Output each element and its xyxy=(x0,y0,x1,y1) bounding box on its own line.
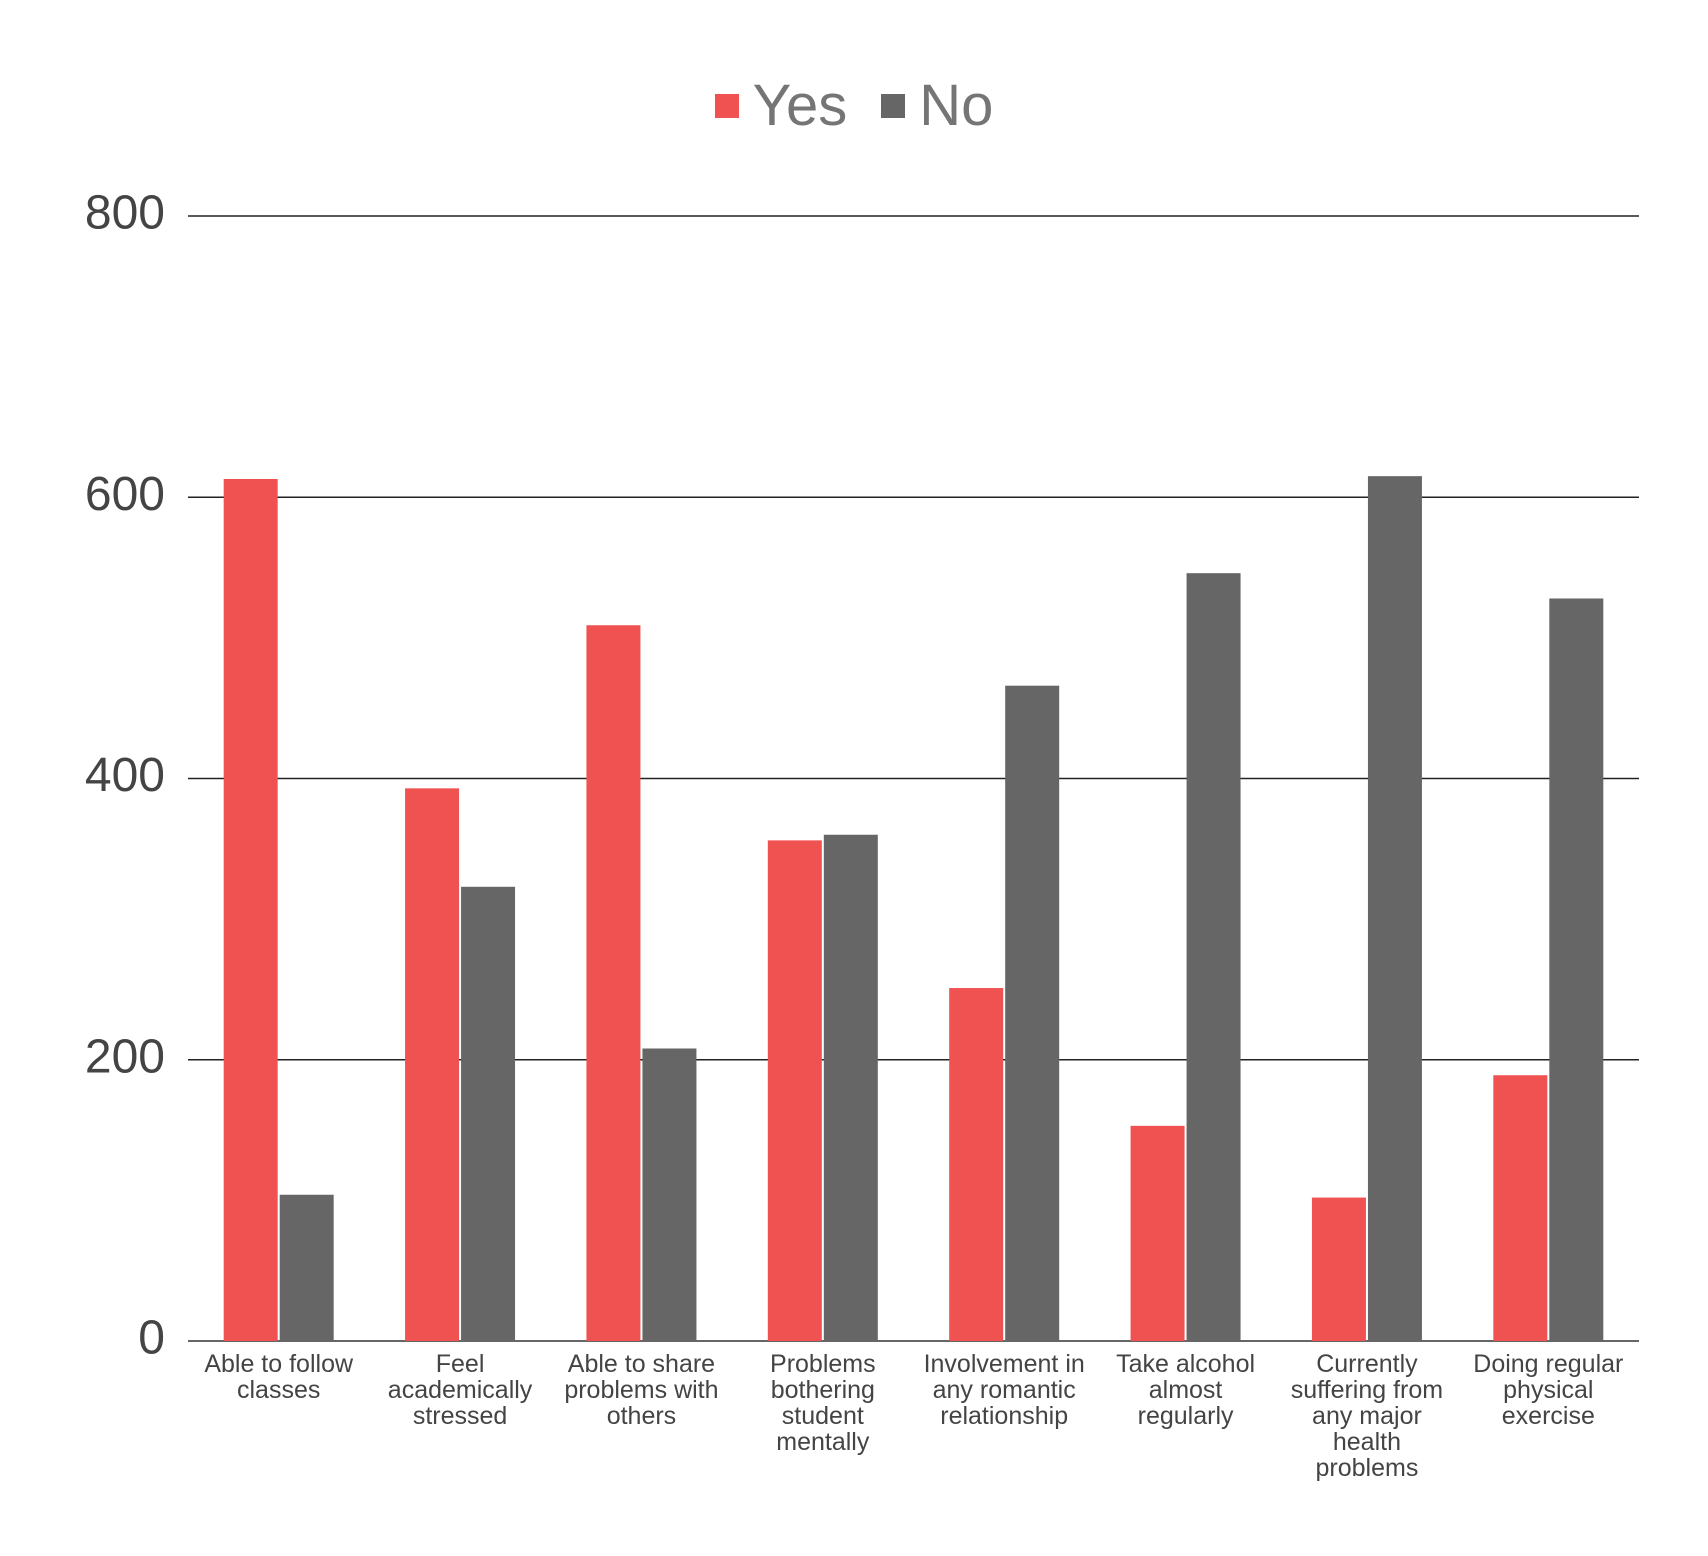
x-tick-label: Doing regular physical exercise xyxy=(1473,1350,1624,1430)
legend: Yes No xyxy=(0,72,1708,139)
bar xyxy=(1130,1125,1185,1341)
y-tick-label: 600 xyxy=(85,468,165,521)
x-tick-label: Involvement in any romantic relationship xyxy=(923,1350,1085,1430)
legend-item: Yes xyxy=(714,72,848,139)
bar xyxy=(1367,476,1422,1341)
x-tick-label: Take alcohol almost regularly xyxy=(1116,1350,1256,1430)
bar xyxy=(949,988,1004,1341)
y-tick-label: 800 xyxy=(85,187,165,240)
bar xyxy=(1186,573,1241,1341)
bar xyxy=(1549,598,1604,1341)
bar xyxy=(1311,1197,1366,1341)
bar xyxy=(461,886,516,1341)
legend-label: No xyxy=(919,73,994,138)
bar xyxy=(767,840,822,1341)
bar xyxy=(279,1194,334,1341)
bar xyxy=(405,788,460,1341)
bar xyxy=(1005,685,1060,1341)
legend-swatch xyxy=(881,93,906,118)
bar xyxy=(823,834,878,1341)
x-tick-label: Currently suffering from any major healt… xyxy=(1290,1350,1444,1482)
legend-item: No xyxy=(881,72,993,139)
bar xyxy=(642,1048,697,1341)
x-tick-label: Able to share problems with others xyxy=(564,1350,719,1430)
y-tick-label: 400 xyxy=(85,749,165,802)
y-tick-label: 200 xyxy=(85,1030,165,1083)
x-tick-label: Problems bothering student mentally xyxy=(770,1350,876,1456)
legend-label: Yes xyxy=(752,73,848,138)
x-tick-label: Able to follow classes xyxy=(204,1350,354,1404)
bar xyxy=(223,478,278,1341)
legend-swatch xyxy=(714,93,739,118)
bar xyxy=(586,625,641,1341)
x-tick-label: Feel academically stressed xyxy=(387,1350,533,1430)
y-tick-label: 0 xyxy=(138,1312,165,1365)
bar xyxy=(1493,1075,1548,1341)
